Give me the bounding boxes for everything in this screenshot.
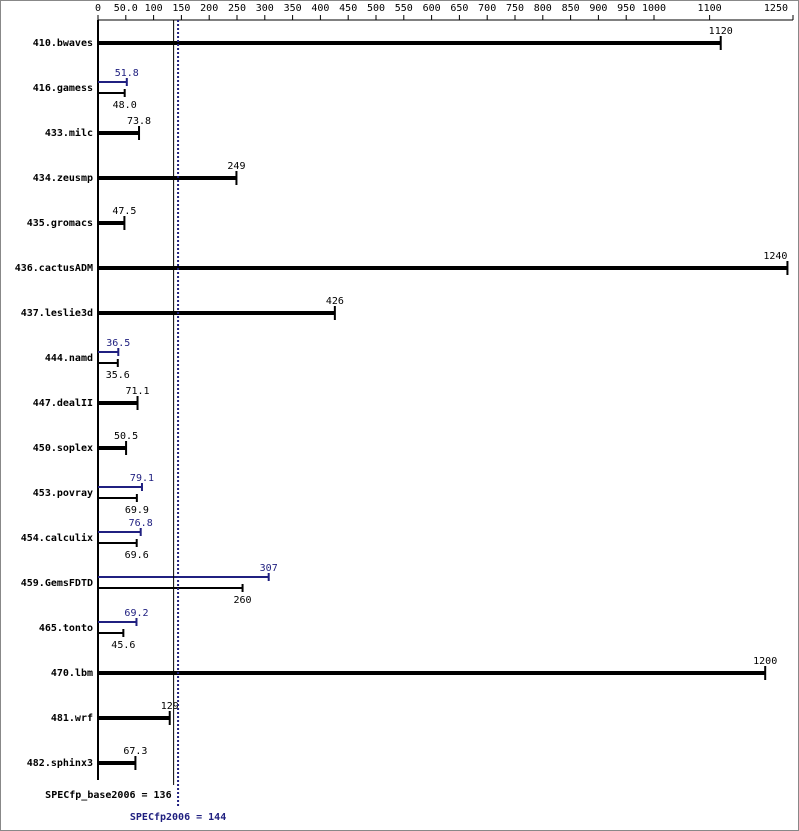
- value-label: 71.1: [125, 386, 149, 397]
- value-label: 35.6: [106, 370, 130, 381]
- category-label: 435.gromacs: [27, 218, 93, 229]
- x-tick-label: 750: [506, 3, 524, 14]
- category-label: 433.milc: [45, 127, 93, 139]
- value-label: 1200: [753, 656, 777, 667]
- category-label: 416.gamess: [33, 83, 93, 94]
- value-label: 47.5: [112, 206, 136, 217]
- category-label: 454.calculix: [21, 532, 93, 544]
- category-label: 447.dealII: [33, 398, 93, 409]
- x-tick-label: 900: [589, 3, 607, 14]
- category-label: 481.wrf: [51, 713, 93, 724]
- category-label: 444.namd: [45, 353, 93, 364]
- value-label: 48.0: [113, 100, 137, 111]
- value-label: 249: [227, 161, 245, 172]
- x-tick-label: 250: [228, 3, 246, 14]
- x-tick-label: 450: [339, 3, 357, 14]
- value-label: 307: [260, 563, 278, 574]
- x-tick-label: 350: [284, 3, 302, 14]
- value-label: 73.8: [127, 116, 151, 127]
- category-label: 470.lbm: [51, 668, 93, 679]
- value-label: 36.5: [106, 338, 130, 349]
- category-label: 453.povray: [33, 488, 93, 499]
- value-label: 45.6: [111, 640, 135, 651]
- x-tick-label: 200: [200, 3, 218, 14]
- x-tick-label: 600: [423, 3, 441, 14]
- category-label: 436.cactusADM: [15, 263, 93, 274]
- x-tick-label: 50.0: [114, 3, 138, 14]
- x-tick-label: 300: [256, 3, 274, 14]
- value-label: 1240: [763, 251, 787, 262]
- value-label: 51.8: [115, 68, 139, 79]
- category-label: 434.zeusmp: [33, 173, 93, 184]
- x-tick-label: 1100: [698, 3, 722, 14]
- x-tick-label: 650: [450, 3, 468, 14]
- value-label: 1120: [709, 26, 733, 37]
- x-tick-label: 100: [145, 3, 163, 14]
- reference-label: SPECfp2006 = 144: [130, 812, 226, 823]
- x-tick-label: 550: [395, 3, 413, 14]
- value-label: 79.1: [130, 473, 154, 484]
- value-label: 67.3: [123, 746, 147, 757]
- reference-label: SPECfp_base2006 = 136: [45, 790, 171, 801]
- value-label: 76.8: [129, 518, 153, 529]
- x-tick-label: 700: [478, 3, 496, 14]
- category-label: 465.tonto: [39, 623, 93, 634]
- value-label: 69.2: [124, 608, 148, 619]
- category-label: 459.GemsFDTD: [21, 578, 93, 589]
- value-label: 69.6: [125, 550, 149, 561]
- value-label: 50.5: [114, 431, 138, 442]
- x-tick-label: 400: [311, 3, 329, 14]
- x-tick-label: 1000: [642, 3, 666, 14]
- category-label: 450.soplex: [33, 443, 93, 454]
- category-label: 482.sphinx3: [27, 757, 93, 769]
- x-tick-label: 0: [95, 3, 101, 14]
- x-tick-label: 150: [172, 3, 190, 14]
- x-tick-label: 800: [534, 3, 552, 14]
- value-label: 69.9: [125, 505, 149, 516]
- category-label: 410.bwaves: [33, 38, 93, 49]
- value-label: 426: [326, 296, 344, 307]
- x-tick-label: 850: [562, 3, 580, 14]
- x-tick-label: 1250: [764, 3, 788, 14]
- category-label: 437.leslie3d: [21, 307, 93, 319]
- x-tick-label: 500: [367, 3, 385, 14]
- value-label: 260: [234, 595, 252, 606]
- x-tick-label: 950: [617, 3, 635, 14]
- value-label: 129: [161, 701, 179, 712]
